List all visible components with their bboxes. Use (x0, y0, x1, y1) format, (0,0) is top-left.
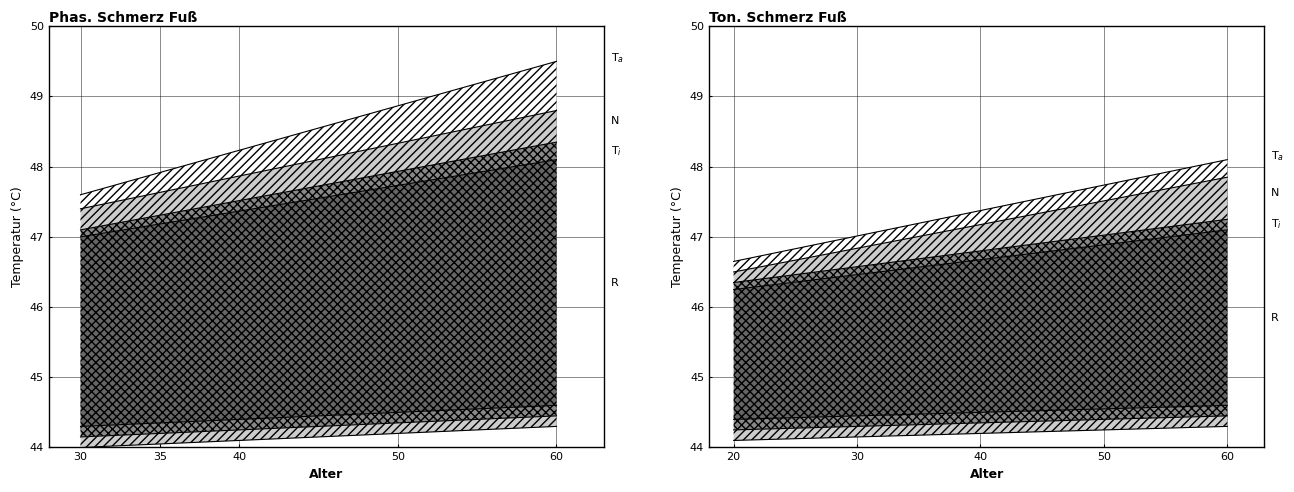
Text: T$_i$: T$_i$ (1271, 217, 1282, 232)
Text: N: N (611, 116, 619, 125)
Text: Ton. Schmerz Fuß: Ton. Schmerz Fuß (709, 11, 846, 25)
X-axis label: Alter: Alter (309, 468, 344, 481)
Text: Phas. Schmerz Fuß: Phas. Schmerz Fuß (49, 11, 197, 25)
Y-axis label: Temperatur (°C): Temperatur (°C) (12, 186, 25, 287)
Text: T$_a$: T$_a$ (1271, 149, 1284, 163)
X-axis label: Alter: Alter (969, 468, 1004, 481)
Text: N: N (1271, 187, 1280, 198)
Text: T$_i$: T$_i$ (611, 144, 621, 158)
Y-axis label: Temperatur (°C): Temperatur (°C) (672, 186, 685, 287)
Text: R: R (611, 277, 619, 287)
Text: T$_a$: T$_a$ (611, 51, 624, 65)
Text: R: R (1271, 312, 1278, 323)
